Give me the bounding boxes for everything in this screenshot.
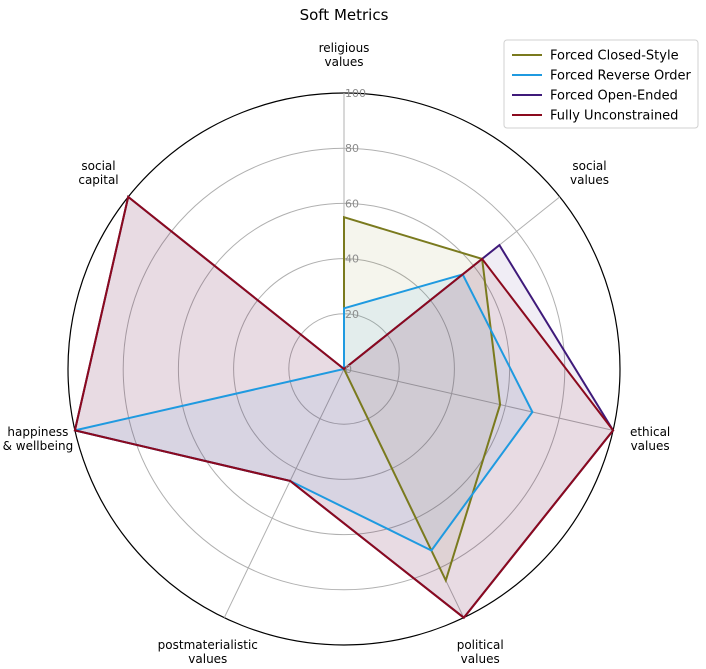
series-fill [74,196,614,618]
grid-spoke [343,368,614,431]
legend-frame [503,39,699,129]
radial-tick-label: 20 [345,308,359,321]
category-label: religious values [319,41,370,69]
radial-tick-label: 0 [345,363,352,376]
category-label: postmaterialistic values [158,638,258,666]
radial-tick-label: 100 [345,87,366,100]
series-line [74,273,534,552]
category-label: political values [457,638,504,666]
category-label: social values [570,159,609,187]
category-label: social capital [78,159,118,187]
series-fill [74,274,533,551]
radial-tick-labels: 0 20 40 60 80 100 [345,87,366,376]
series-line [73,195,615,620]
category-label: happiness & wellbeing [3,425,74,453]
grid-spoke [223,368,345,618]
category-labels: religious values social values ethical values… [3,41,671,666]
legend-label: Forced Reverse Order [550,69,692,84]
legend-label: Forced Open-Ended [550,89,678,104]
legend-label: Forced Closed-Style [550,49,679,64]
radial-tick-label: 40 [345,253,359,266]
legend: Forced Closed-Style Forced Reverse Order F… [503,39,699,129]
chart-title: Soft Metrics [300,6,389,24]
radial-tick-label: 80 [345,142,359,155]
series-fills [74,196,614,618]
series-fill [344,217,501,581]
radial-tick-label: 60 [345,197,359,210]
series-lines [73,195,615,620]
legend-label: Fully Unconstrained [550,109,678,124]
series-fill [74,196,614,618]
category-label: ethical values [630,425,670,453]
